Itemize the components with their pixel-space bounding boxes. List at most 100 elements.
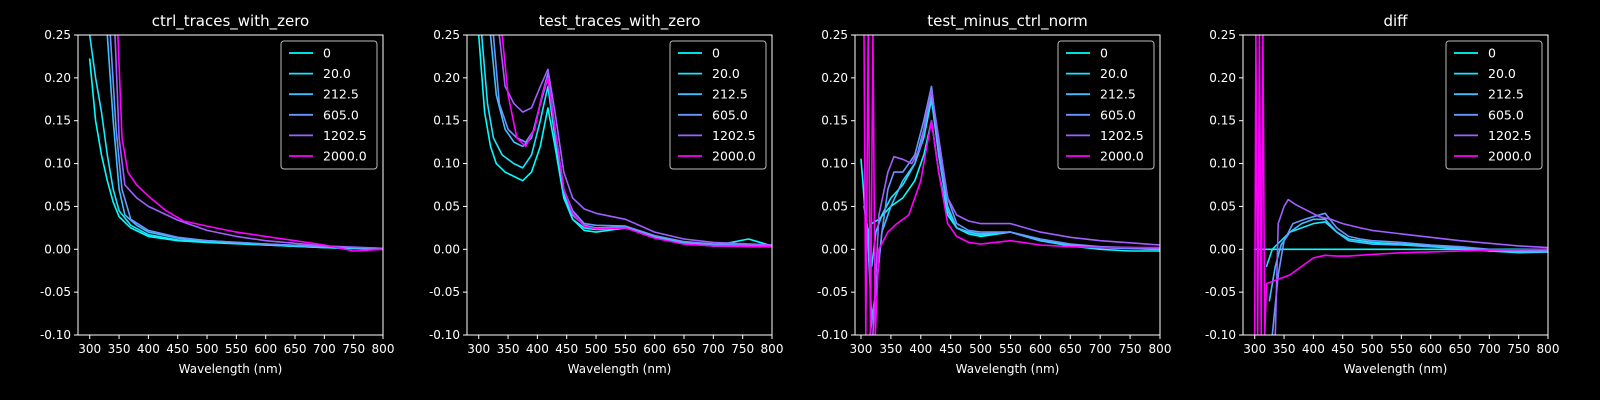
y-tick-label: 0.10 [1209,157,1236,171]
x-tick-label: 700 [1089,342,1112,356]
x-tick-label: 300 [467,342,490,356]
y-tick-label: 0.20 [44,71,71,85]
y-tick-label: -0.05 [429,285,460,299]
series-group [88,35,383,252]
x-tick-label: 400 [1302,342,1325,356]
y-tick-label: -0.05 [817,285,848,299]
y-tick-label: 0.15 [821,114,848,128]
x-tick-label: 750 [342,342,365,356]
x-tick-label: 700 [1478,342,1501,356]
x-tick-label: 550 [614,342,637,356]
legend-label: 0 [1100,46,1108,61]
legend-label: 20.0 [323,66,351,81]
series-line-1202.5 [498,35,772,246]
legend-label: 212.5 [1100,87,1136,102]
x-tick-label: 300 [850,342,873,356]
y-tick-label: -0.05 [1205,285,1236,299]
series-line-20.0 [88,35,383,251]
chart-title: test_traces_with_zero [539,12,701,31]
x-tick-label: 600 [643,342,666,356]
y-tick-label: 0.15 [1209,114,1236,128]
x-tick-label: 550 [999,342,1022,356]
series-line-1202.5 [872,89,1160,335]
legend-label: 20.0 [1100,66,1128,81]
x-tick-label: 550 [1390,342,1413,356]
legend-label: 0 [712,46,720,61]
y-tick-label: -0.05 [40,285,71,299]
x-tick-label: 350 [1273,342,1296,356]
y-tick-label: 0.20 [433,71,460,85]
x-tick-label: 400 [909,342,932,356]
x-tick-label: 750 [731,342,754,356]
y-tick-label: 0.05 [44,199,71,213]
x-tick-label: 500 [1361,342,1384,356]
x-tick-label: 450 [1331,342,1354,356]
series-line-605.0 [869,85,1160,335]
y-tick-label: 0.05 [1209,199,1236,213]
y-tick-label: -0.10 [429,328,460,342]
plot-frame [77,34,384,336]
series-line-1202.5 [114,35,383,250]
chart-panel-4: diff 0.25 0.20 0.15 0.10 0.05 0.00 -0.05 -0.10 30… [1205,12,1560,376]
y-tick-label: 0.05 [433,199,460,213]
y-tick-label: 0.15 [433,114,460,128]
x-tick-label: 500 [969,342,992,356]
panels-container: ctrl_traces_with_zero 0.25 0.20 0.15 0.10 0.0… [40,12,1560,376]
y-tick-label: 0.00 [44,242,71,256]
x-tick-label: 600 [1419,342,1442,356]
chart-title: diff [1383,12,1408,30]
y-tick-label: 0.10 [44,157,71,171]
x-tick-label: 350 [108,342,131,356]
y-tick-label: 0.25 [44,28,71,42]
legend-label: 2000.0 [1100,149,1144,164]
y-tick-label: 0.20 [821,71,848,85]
y-tick-label: 0.10 [433,157,460,171]
x-tick-label: 300 [78,342,101,356]
legend-label: 605.0 [1488,107,1524,122]
x-tick-label: 750 [1119,342,1142,356]
legend: 0 20.0 212.5 605.0 1202.5 2000.0 [1445,40,1543,170]
legend-label: 1202.5 [323,128,367,143]
legend: 0 20.0 212.5 605.0 1202.5 2000.0 [669,40,767,170]
x-tick-label: 450 [555,342,578,356]
legend-label: 0 [323,46,331,61]
x-tick-label: 700 [702,342,725,356]
y-tick-label: 0.15 [44,114,71,128]
x-tick-label: 650 [673,342,696,356]
x-tick-label: 350 [497,342,520,356]
legend-label: 212.5 [323,87,359,102]
legend-label: 212.5 [1488,87,1524,102]
x-tick-label: 650 [1449,342,1472,356]
series-line-2000.0 [1253,35,1548,335]
x-tick-label: 400 [526,342,549,356]
chart-title: test_minus_ctrl_norm [927,12,1088,31]
y-tick-label: 0.00 [433,242,460,256]
series-line-1202.5 [1274,198,1548,335]
x-tick-label: 600 [254,342,277,356]
legend-label: 2000.0 [323,149,367,164]
series-line-605.0 [1271,212,1548,335]
x-tick-label: 800 [1537,342,1560,356]
x-axis-label: Wavelength (nm) [179,362,283,376]
legend: 0 20.0 212.5 605.0 1202.5 2000.0 [280,40,378,170]
plot-frame [466,34,773,336]
x-tick-label: 450 [939,342,962,356]
x-tick-label: 800 [372,342,395,356]
x-tick-label: 600 [1029,342,1052,356]
legend-label: 212.5 [712,87,748,102]
series-group [1253,35,1548,335]
x-tick-label: 450 [166,342,189,356]
chart-panel-1: ctrl_traces_with_zero 0.25 0.20 0.15 0.10 0.0… [40,12,395,376]
x-tick-label: 650 [284,342,307,356]
legend-label: 1202.5 [1100,128,1144,143]
legend-label: 605.0 [323,107,359,122]
x-tick-label: 500 [196,342,219,356]
x-tick-label: 500 [585,342,608,356]
plot-frame [854,34,1161,336]
y-tick-label: 0.05 [821,199,848,213]
legend-label: 2000.0 [712,149,756,164]
legend: 0 20.0 212.5 605.0 1202.5 2000.0 [1057,40,1155,170]
x-tick-label: 300 [1243,342,1266,356]
legend-label: 20.0 [712,66,740,81]
